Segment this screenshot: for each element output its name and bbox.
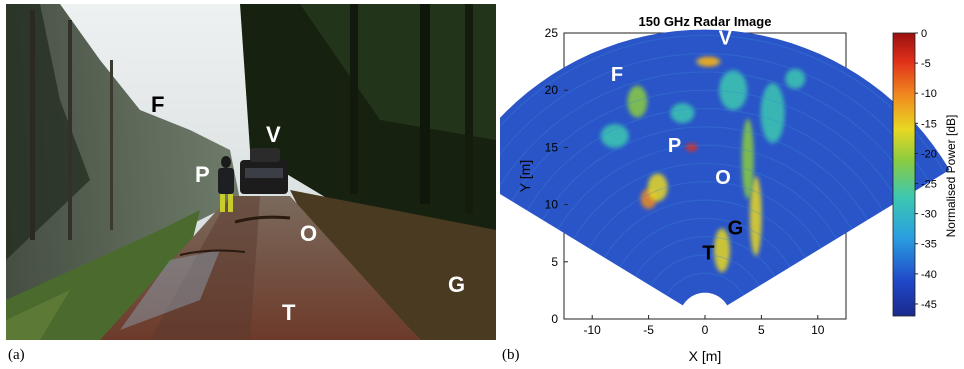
x-tick-label: -5 (643, 323, 654, 337)
photo-marker-F: F (151, 92, 164, 117)
photograph (6, 4, 496, 340)
x-axis: -10 -5 0 5 10 (584, 315, 825, 337)
radar-annotation-G: G (728, 217, 744, 239)
x-tick-label: 5 (758, 323, 765, 337)
radar-annotation-P: P (668, 135, 681, 157)
radar-wedge (500, 29, 950, 306)
y-tick-label: 25 (545, 26, 559, 40)
photo-marker-T: T (282, 300, 296, 325)
radar-annotation-F: F (611, 64, 623, 86)
y-tick-label: 10 (545, 198, 559, 212)
radar-annotation-O: O (715, 167, 731, 189)
photo-marker-V: V (266, 122, 281, 147)
panel-b-label: (b) (502, 347, 520, 363)
y-axis-label: Y [m] (517, 160, 533, 192)
colorbar-label: Normalised Power [dB] (944, 115, 958, 238)
colorbar-tick-label: -45 (921, 299, 937, 311)
colorbar-tick-label: -40 (921, 269, 937, 281)
y-tick-label: 15 (545, 140, 559, 154)
x-tick-label: -10 (584, 323, 602, 337)
y-tick-label: 20 (545, 83, 559, 97)
y-tick-label: 0 (551, 312, 558, 326)
radar-chart: -10 -5 0 5 10 0 5 10 15 20 25 150 GHz Radar Image… (500, 14, 958, 364)
radar-annotation-V: V (719, 27, 733, 49)
colorbar-ticks: 0 -5 -10 -15 -20 -25 -30 -35 -40 -45 (915, 28, 937, 311)
colorbar (892, 32, 916, 317)
colorbar-tick-label: -10 (921, 88, 937, 100)
radar-annotation-T: T (702, 243, 714, 265)
radar-annotations: V F P O GT (611, 27, 743, 264)
photo-marker-O: O (300, 221, 317, 246)
photo-panel: F P V O G T (a) (6, 4, 496, 363)
y-axis: 0 5 10 15 20 25 (545, 26, 568, 326)
y-tick-label: 5 (551, 255, 558, 269)
chart-title: 150 GHz Radar Image (639, 14, 772, 29)
x-axis-label: X [m] (689, 348, 722, 364)
colorbar-tick-label: -35 (921, 239, 937, 251)
x-tick-label: 0 (702, 323, 709, 337)
colorbar-tick-label: -30 (921, 209, 937, 221)
panel-a-label: (a) (8, 347, 25, 363)
x-tick-label: 10 (811, 323, 825, 337)
photo-marker-P: P (195, 162, 210, 187)
colorbar-tick-label: -15 (921, 118, 937, 130)
colorbar-tick-label: -25 (921, 179, 937, 191)
colorbar-tick-label: -20 (921, 148, 937, 160)
colorbar-tick-label: -5 (921, 58, 931, 70)
photo-marker-G: G (448, 272, 465, 297)
colorbar-tick-label: 0 (921, 28, 927, 40)
